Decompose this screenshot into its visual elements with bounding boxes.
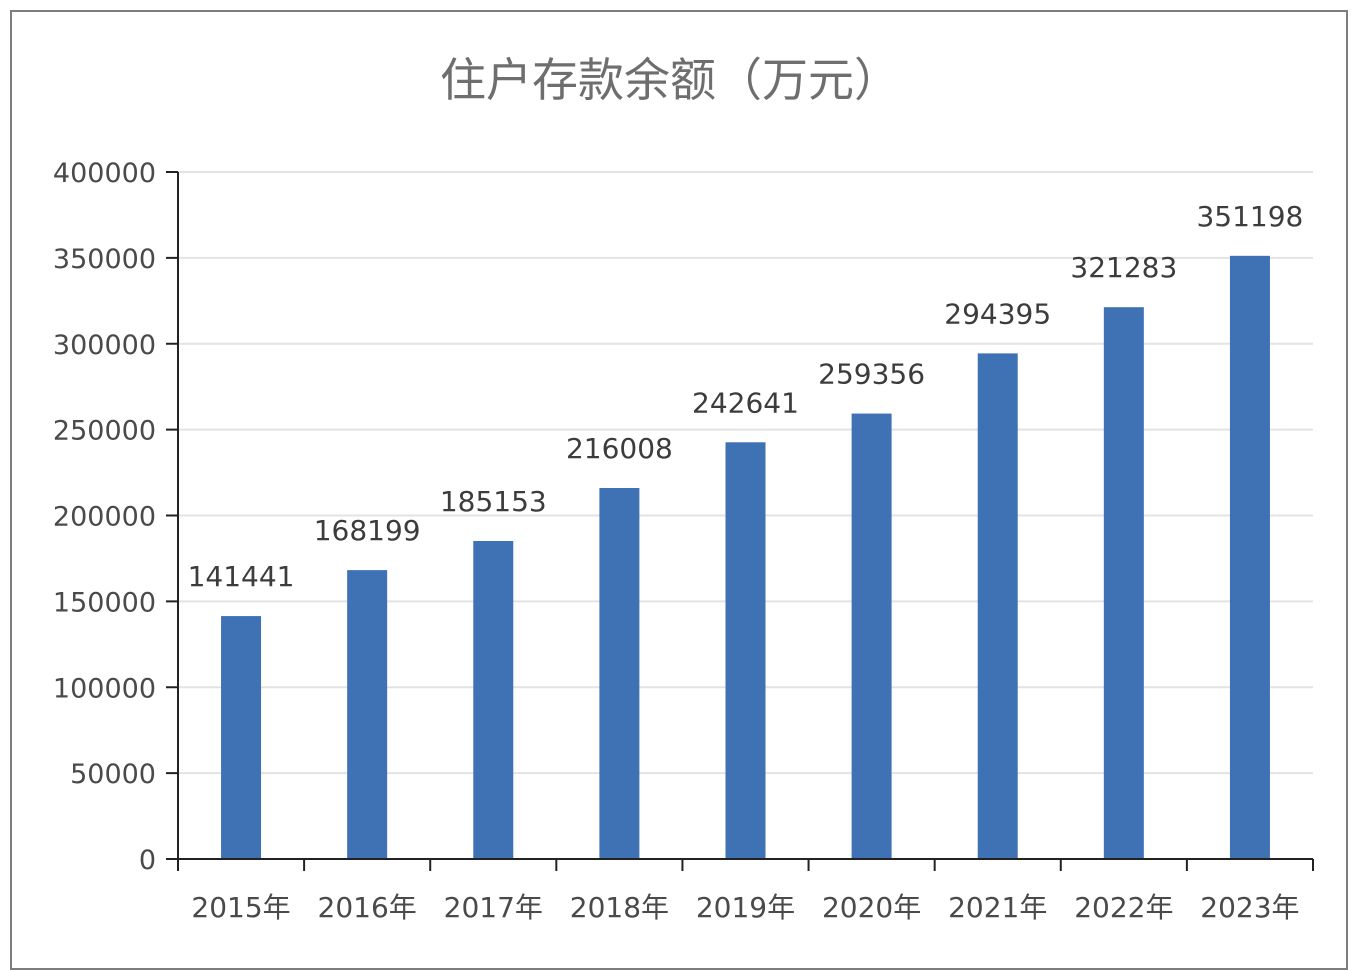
data-label: 294395 (944, 297, 1051, 330)
y-tick-label: 150000 (53, 587, 156, 618)
bar (725, 442, 766, 859)
y-tick-label: 250000 (53, 416, 156, 447)
data-label: 185153 (440, 485, 547, 518)
y-tick-label: 350000 (53, 244, 156, 275)
bar (599, 488, 640, 859)
bar (221, 616, 262, 859)
data-label: 141441 (188, 560, 295, 593)
x-tick-label: 2021年 (948, 891, 1047, 924)
data-label: 351198 (1196, 200, 1303, 233)
data-label: 168199 (314, 514, 421, 547)
x-tick-label: 2018年 (570, 891, 669, 924)
bar (977, 353, 1018, 859)
x-tick-label: 2023年 (1200, 891, 1299, 924)
x-tick-label: 2022年 (1074, 891, 1173, 924)
data-label: 216008 (566, 432, 673, 465)
y-tick-label: 400000 (53, 158, 156, 189)
labels: 0 50000 100000 150000 200000 250000 300000 3500… (53, 158, 1303, 924)
x-tick-label: 2015年 (191, 891, 290, 924)
data-label: 259356 (818, 358, 925, 391)
bar (851, 413, 892, 859)
bar (347, 570, 388, 859)
y-tick-label: 50000 (70, 759, 156, 790)
data-label: 321283 (1070, 251, 1177, 284)
x-tick-label: 2020年 (822, 891, 921, 924)
chart-title: 住户存款余额（万元） (440, 53, 900, 107)
y-tick-label: 200000 (53, 502, 156, 533)
y-tick-label: 0 (139, 845, 156, 876)
x-tick-label: 2016年 (318, 891, 417, 924)
x-tick-label: 2017年 (444, 891, 543, 924)
bars (221, 255, 1270, 860)
y-tick-label: 300000 (53, 330, 156, 361)
bar (1103, 307, 1144, 860)
data-label: 242641 (692, 386, 799, 419)
bar (473, 540, 514, 859)
bar (1229, 255, 1270, 859)
axes (166, 171, 1314, 871)
y-tick-label: 100000 (53, 673, 156, 704)
x-tick-label: 2019年 (696, 891, 795, 924)
